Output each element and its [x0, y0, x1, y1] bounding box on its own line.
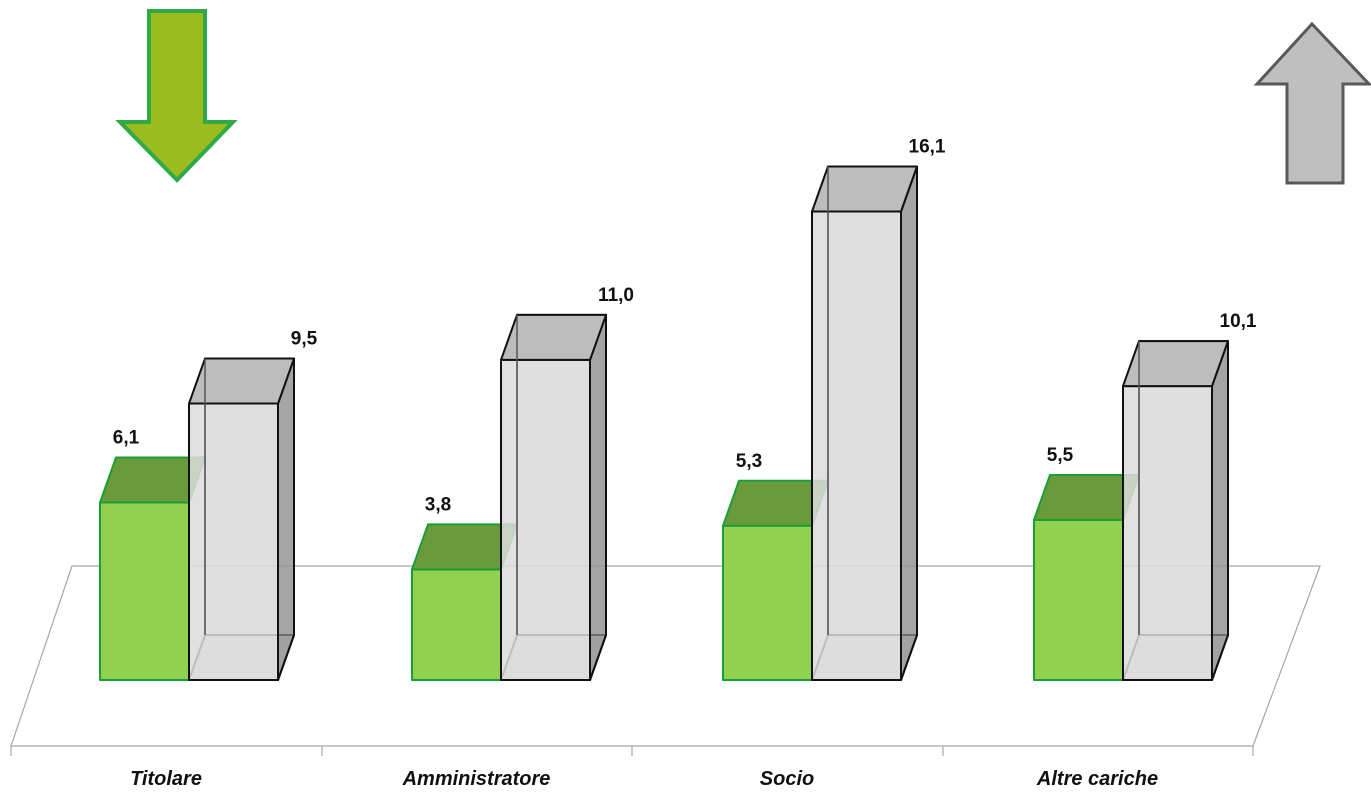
bar-side: [589, 313, 607, 681]
x-axis: [10, 746, 1254, 756]
bar-series-2: [1122, 340, 1229, 681]
bar-series-1: [411, 523, 518, 681]
category-label: Socio: [760, 768, 814, 790]
bar-front: [188, 402, 279, 681]
category-label: Altre cariche: [1036, 768, 1158, 790]
bar-side: [900, 165, 918, 681]
value-label: 10,1: [1220, 311, 1257, 332]
bar-front: [99, 501, 190, 681]
bars-group: [99, 165, 1229, 681]
bar-top: [1122, 340, 1229, 388]
value-label: 5,3: [736, 451, 762, 472]
bar-top: [500, 313, 607, 361]
up-arrow-icon: [1253, 21, 1371, 185]
category-labels: Titolare Amministratore Socio Altre cari…: [130, 768, 1158, 790]
value-label: 5,5: [1047, 445, 1074, 466]
category-label: Titolare: [130, 768, 202, 790]
down-arrow-icon: [115, 9, 238, 183]
value-label: 16,1: [909, 136, 946, 157]
bar-series-2: [811, 165, 918, 681]
bar-front: [1122, 385, 1213, 681]
bar-side: [1211, 340, 1229, 681]
bar-side: [277, 357, 295, 681]
bar-front: [1033, 518, 1124, 681]
value-label: 11,0: [598, 285, 634, 306]
category-label: Amministratore: [402, 768, 551, 790]
value-label: 3,8: [425, 494, 451, 515]
bar-series-2: [188, 357, 295, 681]
bar-series-1: [722, 479, 829, 681]
value-label: 9,5: [291, 329, 318, 350]
bar-front: [411, 568, 502, 681]
value-labels: 6,1 3,8 5,3 5,5 9,5 11,0 16,1 10,1: [113, 136, 1257, 515]
bar-series-1: [1033, 473, 1140, 681]
bar-front: [500, 358, 591, 681]
bar-top: [811, 165, 918, 213]
bar-top: [188, 357, 295, 405]
bar-front: [722, 524, 813, 681]
value-label: 6,1: [113, 427, 140, 448]
bar-series-2: [500, 313, 607, 681]
bar-front: [811, 210, 902, 681]
